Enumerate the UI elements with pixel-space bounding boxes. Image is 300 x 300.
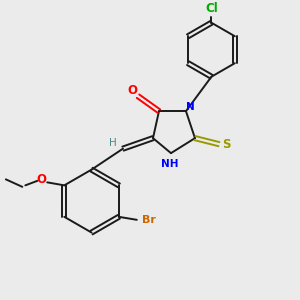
Text: H: H	[109, 138, 116, 148]
Text: S: S	[222, 138, 231, 151]
Text: Br: Br	[142, 215, 156, 225]
Text: N: N	[186, 102, 195, 112]
Text: O: O	[127, 84, 137, 97]
Text: O: O	[36, 173, 46, 186]
Text: NH: NH	[161, 159, 178, 169]
Text: Cl: Cl	[205, 2, 218, 15]
